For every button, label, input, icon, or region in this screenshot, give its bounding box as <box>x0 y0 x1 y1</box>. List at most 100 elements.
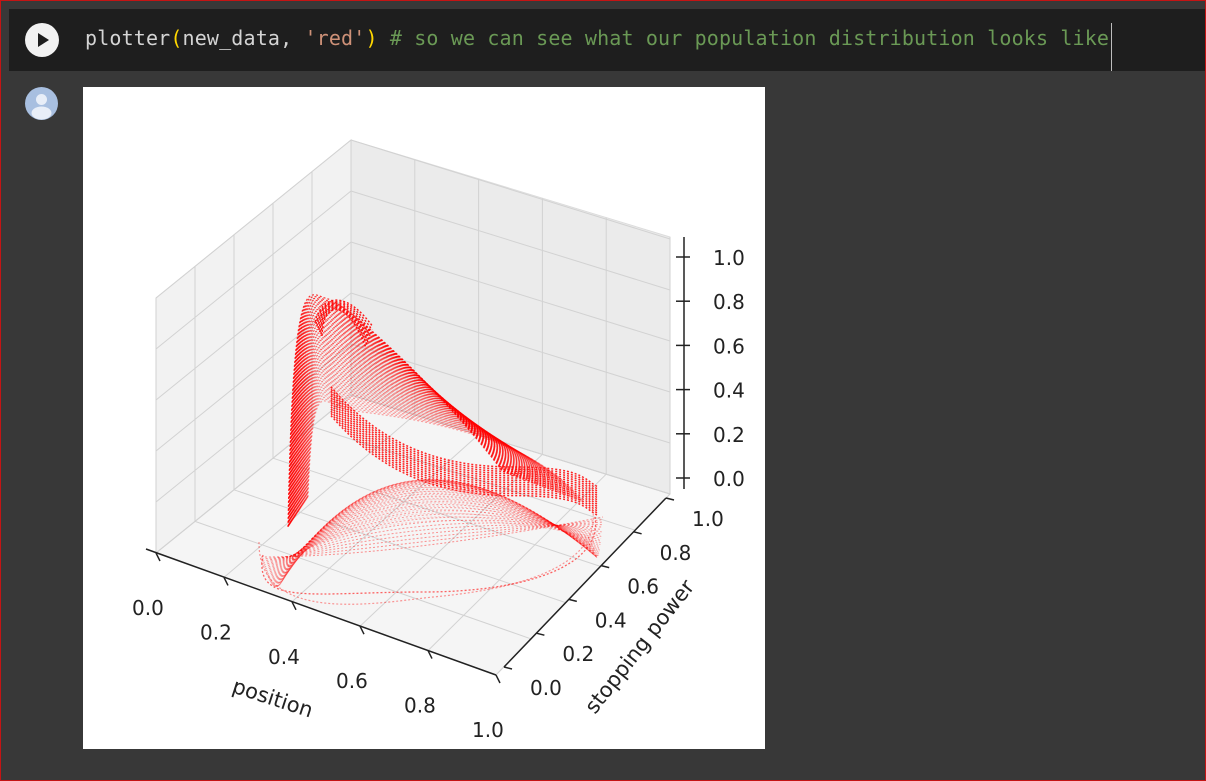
scatter-curve <box>266 510 602 576</box>
y-tick <box>665 497 675 501</box>
scatter-curve <box>330 406 599 508</box>
scatter-curve <box>278 479 598 586</box>
scatter-curve <box>270 493 600 584</box>
scatter-curve <box>269 498 601 581</box>
scatter-curve <box>302 377 566 504</box>
scatter-curve <box>330 390 599 493</box>
scatter-curve <box>302 375 565 505</box>
y-axis-line <box>503 497 667 668</box>
x-tick <box>155 552 161 562</box>
y-tick-label: 0.4 <box>595 608 627 632</box>
code-cell[interactable] <box>9 9 1205 71</box>
scatter-curve <box>288 301 509 525</box>
scatter-curve <box>317 303 371 337</box>
x-tick-label: 0.6 <box>336 669 368 693</box>
scatter-curve <box>279 479 598 586</box>
scatter-curve <box>274 482 599 588</box>
scatter-curve <box>315 300 373 331</box>
scatter-curve <box>305 391 577 500</box>
x-tick-label: 1.0 <box>472 718 504 742</box>
scatter-curve <box>290 519 594 558</box>
y-tick <box>568 598 577 603</box>
scatter-curve <box>304 384 572 502</box>
scatter-curve <box>283 487 596 579</box>
scatter-curve <box>275 481 599 588</box>
scatter-curve <box>283 489 596 577</box>
y-tick-label: 0.8 <box>660 541 692 565</box>
scatter-curve <box>286 499 595 570</box>
scatter-curve <box>262 524 603 564</box>
scatter-curve <box>330 399 599 501</box>
scatter-curve <box>303 379 568 504</box>
scatter-curve <box>289 512 594 562</box>
z-tick-label: 0.4 <box>713 379 745 403</box>
grid-line <box>155 292 352 452</box>
scatter-curve <box>299 361 554 509</box>
scatter-curve <box>277 479 598 587</box>
scatter-curve <box>260 516 604 558</box>
scatter-curve <box>330 408 599 510</box>
scatter-curve <box>276 479 598 588</box>
y-tick <box>536 632 545 636</box>
x-tick-label: 0.8 <box>404 694 436 718</box>
3d-scatter-plot: 0.00.20.40.60.81.00.00.20.40.60.81.00.00… <box>132 138 745 742</box>
scatter-curve <box>263 524 603 566</box>
scatter-curve <box>262 521 603 562</box>
scatter-curve <box>284 491 596 575</box>
scatter-curve <box>330 401 599 504</box>
scatter-curve <box>330 397 599 499</box>
scatter-curve <box>295 337 537 515</box>
code-token: 'red' <box>304 26 366 50</box>
scatter-curve <box>275 480 599 588</box>
scatter-curve <box>307 400 584 503</box>
scatter-curve <box>319 306 369 343</box>
scatter-curve <box>299 357 551 510</box>
y-tick-label: 1.0 <box>692 507 724 531</box>
x-axis-line <box>145 548 497 676</box>
scatter-curve <box>330 412 599 515</box>
x-tick <box>427 650 433 659</box>
code-token: new_data, <box>182 26 305 50</box>
code-token: plotter <box>85 26 171 50</box>
scatter-curve <box>273 485 600 587</box>
grid-line <box>155 343 352 503</box>
user-avatar-icon <box>25 87 58 120</box>
grid-line <box>291 434 479 603</box>
scatter-curve <box>265 516 602 572</box>
scatter-curve <box>305 389 576 501</box>
play-icon <box>38 33 49 47</box>
x-axis-label: position <box>229 674 316 723</box>
scatter-curve <box>261 516 597 595</box>
grid-line <box>155 241 352 401</box>
scatter-curve <box>306 396 581 502</box>
scatter-curve <box>267 504 601 579</box>
run-cell-button[interactable] <box>25 23 59 57</box>
scatter-curve <box>287 505 595 566</box>
scatter-curve <box>305 388 574 501</box>
code-text[interactable]: plotter(new_data, 'red') # so we can see… <box>85 26 1109 50</box>
y-tick <box>503 666 513 670</box>
scatter-curve <box>279 480 597 585</box>
scatter-curve <box>268 501 601 580</box>
scatter-curve <box>267 507 601 577</box>
z-tick-label: 0.0 <box>713 467 745 491</box>
scatter-curve <box>314 299 374 328</box>
scatter-curve <box>330 404 599 506</box>
scatter-curve <box>282 485 596 580</box>
scatter-curve <box>330 395 599 497</box>
scatter-curve <box>301 370 561 506</box>
scatter-curve <box>269 495 601 583</box>
grid-line <box>155 394 352 554</box>
grid-line <box>350 241 671 342</box>
plot-output-image: 0.0 0.2 0.4 0.6 0.8 1.0 0.0 0.2 0.4 0.6 0.8 1.0 0.0 0… <box>83 87 765 749</box>
code-token: # so we can see what our population dist… <box>377 26 1110 50</box>
grid-line <box>427 473 607 651</box>
scatter-points <box>258 294 604 605</box>
grid-line <box>194 520 531 640</box>
scatter-curve <box>281 482 597 583</box>
scatter-curve <box>277 479 598 587</box>
grid-line <box>350 394 671 495</box>
grid-line <box>350 343 671 444</box>
scatter-curve <box>285 493 596 574</box>
